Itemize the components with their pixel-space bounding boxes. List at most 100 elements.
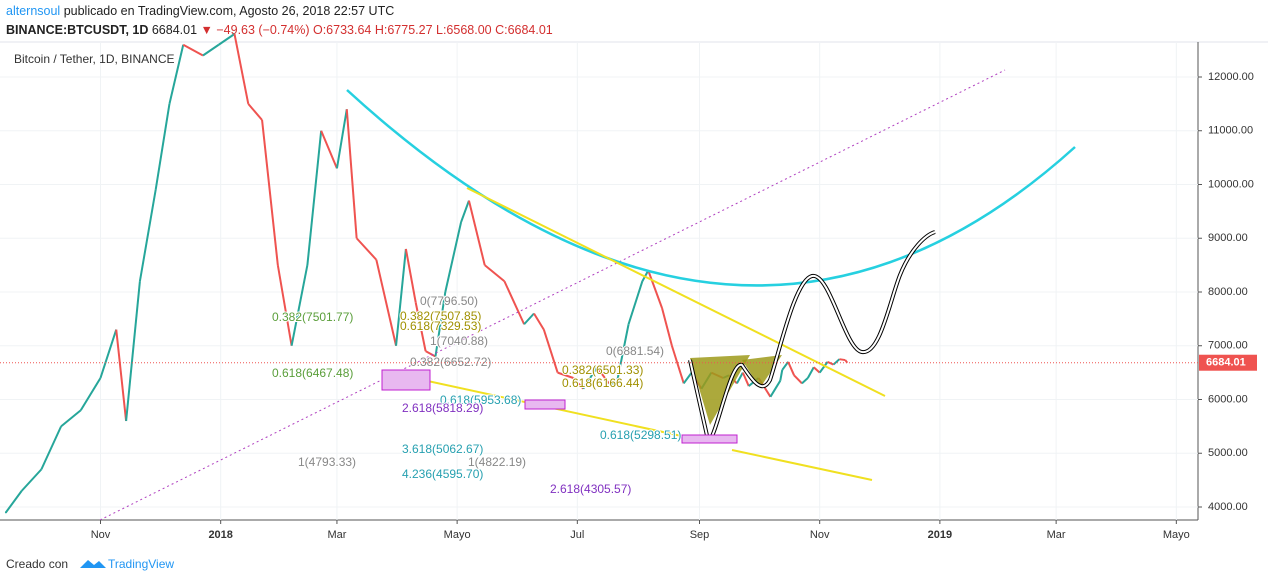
price-segment	[320, 130, 338, 169]
price-segment	[154, 103, 171, 191]
footer-text: Creado con	[6, 557, 68, 571]
last-price-tag	[1199, 354, 1257, 371]
y-tick-label: 11000.00	[1208, 125, 1253, 137]
price-segment	[60, 409, 82, 428]
price-segment	[276, 264, 293, 346]
trend-line	[731, 449, 873, 481]
fib-label: 4.236(4595.70)	[402, 467, 483, 481]
price-segment	[806, 366, 815, 379]
price-segment	[572, 377, 584, 390]
price-segment	[839, 358, 846, 362]
x-tick-label: Mayo	[444, 529, 471, 541]
price-segment	[414, 302, 427, 352]
fib-label: 2.618(4305.57)	[550, 482, 631, 496]
price-segment	[115, 329, 128, 422]
price-segment	[661, 307, 673, 346]
header-line: alternsoul publicado en TradingView.com,…	[6, 2, 553, 21]
price-segment	[736, 372, 744, 384]
box	[524, 399, 566, 410]
published: publicado en TradingView.com, Agosto 26,…	[63, 4, 395, 18]
fib-label: 0.618(6467.48)	[272, 366, 353, 380]
x-tick-label: Mar	[1047, 529, 1066, 541]
pattern	[742, 355, 782, 388]
fib-label: 0.382(6501.33)	[562, 363, 643, 377]
x-tick-label: Nov	[810, 529, 830, 541]
y-tick-label: 5000.00	[1208, 447, 1248, 459]
price-segment	[425, 350, 436, 358]
price-series	[4, 33, 849, 514]
price-segment	[444, 221, 463, 293]
price-segment	[670, 345, 685, 384]
price-segment	[503, 280, 526, 325]
fib-label: 0.618(5298.51)	[600, 428, 681, 442]
fib-label: 0.382(7507.85)	[400, 309, 481, 323]
price-segment	[627, 280, 644, 325]
price-segment	[40, 425, 62, 470]
price-segment	[290, 264, 309, 346]
price-segment	[787, 361, 795, 376]
fib-labels: 0.382(7501.77) 0.618(6467.48) 0(7796.50)…	[271, 293, 682, 497]
fib-label: 0.618(7329.53)	[400, 319, 481, 333]
price-segment	[769, 380, 782, 398]
price-segment	[793, 374, 803, 385]
price-segment	[395, 248, 407, 346]
price-segment	[20, 468, 43, 492]
price-segment	[832, 358, 841, 366]
x-tick-label: 2018	[208, 529, 232, 541]
box	[381, 369, 431, 391]
price-segment	[434, 291, 447, 357]
footer-link[interactable]: TradingView	[108, 557, 174, 571]
y-tick-label: 8000.00	[1208, 286, 1248, 298]
fib-label: 2.618(5818.29)	[402, 401, 483, 415]
fib-label: 1(4822.19)	[468, 455, 526, 469]
fib-label: 1(4793.33)	[298, 455, 356, 469]
price-segment	[202, 43, 220, 57]
price-segment	[615, 324, 630, 384]
drawings	[99, 69, 1076, 521]
author[interactable]: alternsoul	[6, 4, 61, 18]
change: ▼ −49.63 (−0.74%)	[200, 23, 310, 37]
box	[681, 434, 738, 444]
y-tick-label: 9000.00	[1208, 232, 1248, 244]
fib-label: 0.618(5953.68)	[440, 393, 521, 407]
price-segment	[306, 130, 323, 266]
fib-label: 0.618(6166.44)	[562, 376, 643, 390]
price-segment	[596, 366, 610, 384]
fib-label: 0.382(6652.72)	[410, 355, 491, 369]
price-segment	[818, 361, 829, 374]
fib-label: 0(6881.54)	[606, 344, 664, 358]
y-tick-label: 7000.00	[1208, 340, 1248, 352]
logo	[80, 560, 106, 568]
header: alternsoul publicado en TradingView.com,…	[6, 2, 553, 40]
x-tick-label: Mar	[327, 529, 346, 541]
price-segment	[523, 312, 535, 325]
price-segment	[542, 329, 559, 373]
price-segment	[5, 490, 23, 513]
y-tick-label: 10000.00	[1208, 178, 1254, 190]
x-tick-label: Jul	[570, 529, 584, 541]
grid	[0, 42, 1198, 520]
price-segment	[138, 189, 157, 282]
price-segment	[355, 237, 378, 261]
price-segment	[467, 200, 486, 266]
price-segment	[582, 366, 598, 390]
price-segment	[99, 329, 118, 379]
last: 6684.01	[151, 23, 198, 37]
price-segment	[557, 371, 574, 379]
price-segment	[247, 103, 263, 121]
price-segment	[741, 372, 750, 387]
fib-label: 3.618(5062.67)	[402, 442, 483, 456]
y-tick-label: 4000.00	[1208, 501, 1248, 513]
price-segment	[375, 259, 398, 346]
price-segment	[79, 377, 102, 411]
price-segment	[345, 109, 358, 239]
price-segment	[125, 281, 141, 422]
price-segment	[682, 372, 693, 384]
price-segment	[261, 119, 279, 266]
projection	[689, 231, 936, 442]
price-segment	[168, 44, 185, 105]
symbol: BINANCE:BTCUSDT, 1D	[6, 23, 149, 37]
price-segment	[218, 33, 236, 46]
price-segment	[404, 248, 417, 303]
